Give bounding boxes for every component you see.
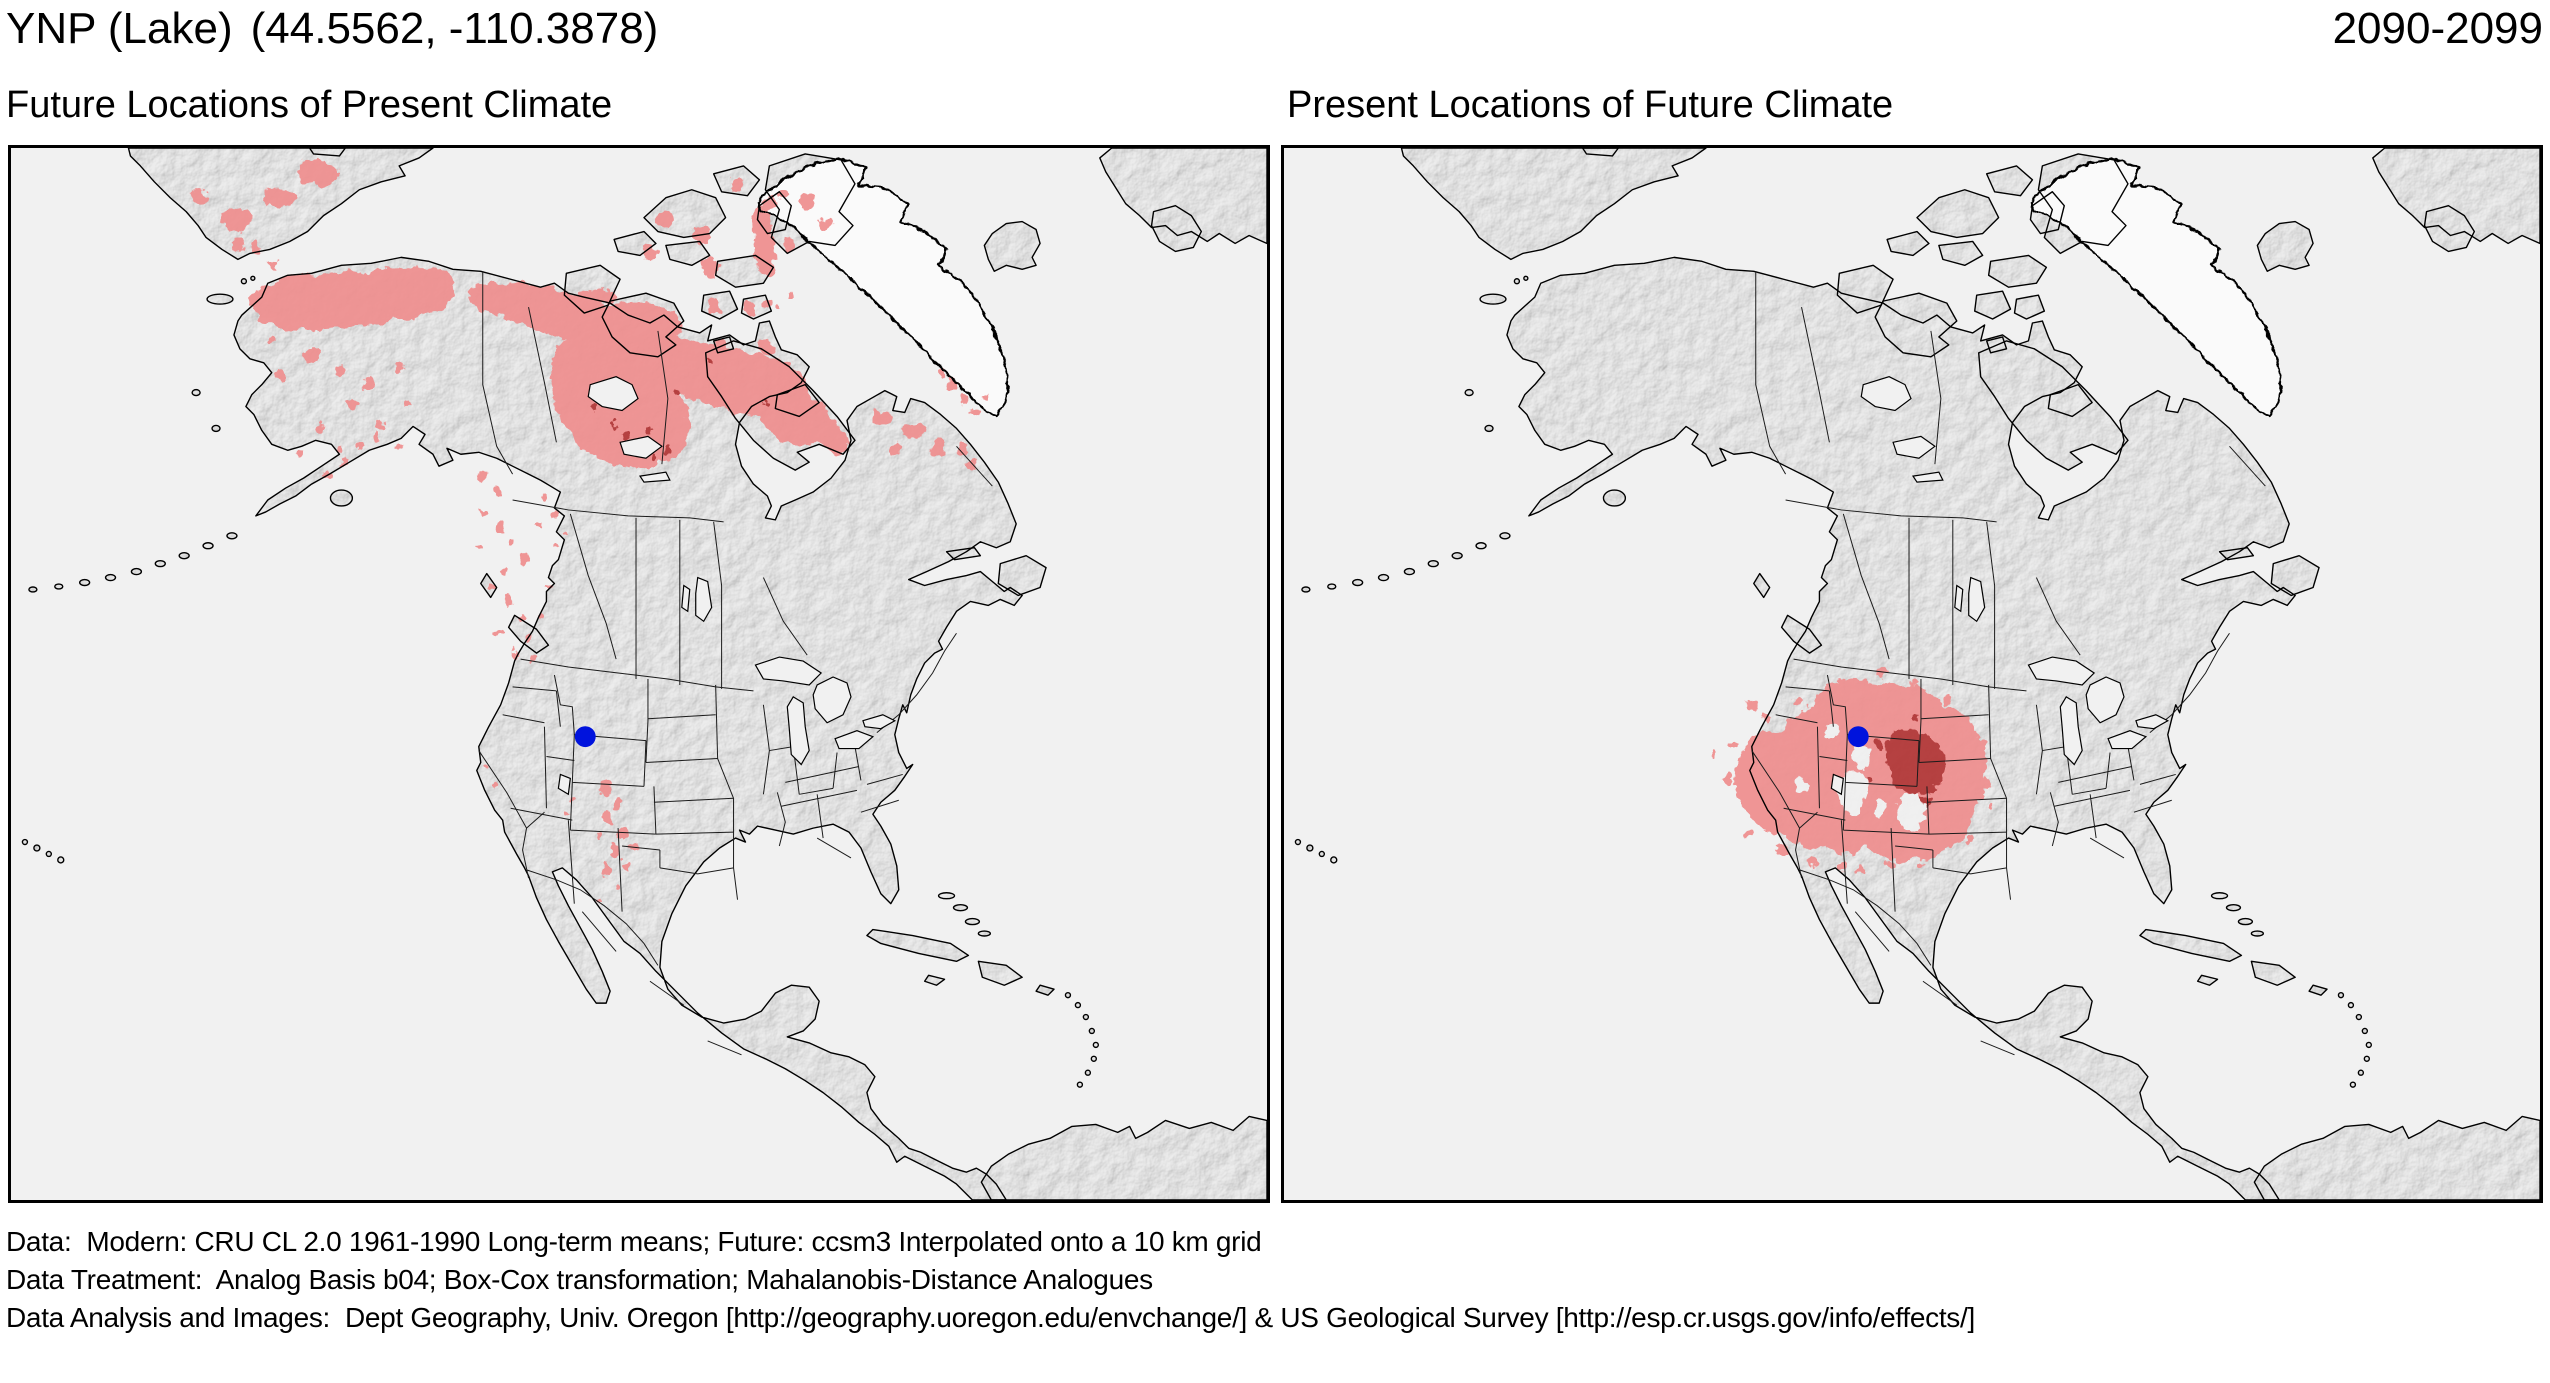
caption-data-treatment: Data Treatment: Analog Basis b04; Box-Co… bbox=[6, 1264, 1153, 1295]
site-name: YNP (Lake) bbox=[6, 4, 233, 53]
map-panel-present-locations bbox=[1281, 145, 2543, 1203]
map-panel-future-locations bbox=[8, 145, 1270, 1203]
right-panel-subtitle: Present Locations of Future Climate bbox=[1287, 84, 1894, 126]
caption-data-analysis: Data Analysis and Images: Dept Geography… bbox=[6, 1302, 1975, 1333]
time-period-label: 2090-2099 bbox=[2332, 4, 2543, 53]
reference-site-marker bbox=[1847, 726, 1869, 748]
map-present-locations-of-future-climate bbox=[1284, 148, 2540, 1200]
map-future-locations-of-present-climate bbox=[11, 148, 1267, 1200]
reference-site-marker bbox=[574, 726, 596, 748]
analog-region-overlay bbox=[1708, 668, 1994, 874]
left-panel-subtitle: Future Locations of Present Climate bbox=[6, 84, 613, 126]
analog-gaps bbox=[1795, 723, 1926, 832]
caption-data-sources: Data: Modern: CRU CL 2.0 1961-1990 Long-… bbox=[6, 1226, 1262, 1257]
page-title: YNP (Lake) (44.5562, -110.3878) bbox=[6, 4, 658, 54]
site-coordinates: (44.5562, -110.3878) bbox=[250, 4, 659, 53]
